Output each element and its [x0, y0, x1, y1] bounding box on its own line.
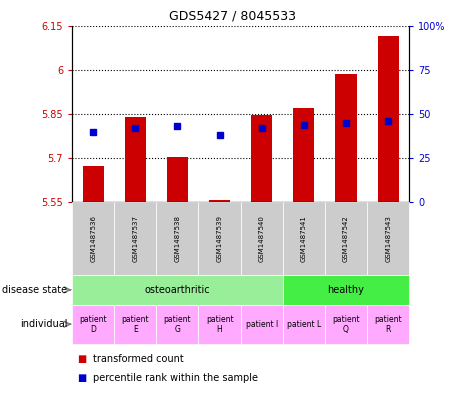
Bar: [293, 108, 314, 202]
Text: percentile rank within the sample: percentile rank within the sample: [93, 373, 258, 383]
Text: healthy: healthy: [327, 285, 365, 295]
Text: osteoarthritic: osteoarthritic: [145, 285, 210, 295]
Bar: [367, 202, 409, 275]
Bar: [367, 305, 409, 344]
Bar: [167, 157, 188, 202]
Text: GDS5427 / 8045533: GDS5427 / 8045533: [169, 10, 296, 23]
Text: ■: ■: [77, 373, 86, 383]
Bar: [335, 74, 357, 202]
Text: patient
D: patient D: [80, 314, 107, 334]
Text: GSM1487541: GSM1487541: [301, 215, 307, 262]
Bar: [251, 116, 272, 202]
Text: individual: individual: [20, 319, 67, 329]
Bar: [72, 202, 114, 275]
Text: GSM1487537: GSM1487537: [132, 215, 138, 262]
Bar: [72, 275, 283, 305]
Text: GSM1487543: GSM1487543: [385, 215, 391, 262]
Text: patient
Q: patient Q: [332, 314, 360, 334]
Bar: [241, 305, 283, 344]
Text: GSM1487536: GSM1487536: [90, 215, 96, 262]
Text: transformed count: transformed count: [93, 354, 184, 364]
Text: patient
G: patient G: [164, 314, 191, 334]
Text: GSM1487539: GSM1487539: [217, 215, 223, 262]
Bar: [378, 36, 399, 202]
Bar: [114, 305, 156, 344]
Bar: [156, 202, 199, 275]
Text: patient
R: patient R: [374, 314, 402, 334]
Bar: [325, 305, 367, 344]
Bar: [72, 305, 114, 344]
Bar: [125, 117, 146, 202]
Bar: [325, 202, 367, 275]
Bar: [283, 275, 409, 305]
Bar: [83, 165, 104, 202]
Bar: [199, 305, 240, 344]
Text: patient
E: patient E: [121, 314, 149, 334]
Text: GSM1487538: GSM1487538: [174, 215, 180, 262]
Text: patient L: patient L: [287, 320, 321, 329]
Bar: [283, 305, 325, 344]
Bar: [156, 305, 199, 344]
Text: GSM1487542: GSM1487542: [343, 215, 349, 262]
Text: disease state: disease state: [2, 285, 67, 295]
Bar: [283, 202, 325, 275]
Bar: [241, 202, 283, 275]
Bar: [199, 202, 240, 275]
Bar: [114, 202, 156, 275]
Text: ■: ■: [77, 354, 86, 364]
Bar: [209, 200, 230, 202]
Text: patient
H: patient H: [206, 314, 233, 334]
Text: GSM1487540: GSM1487540: [259, 215, 265, 262]
Text: patient I: patient I: [246, 320, 278, 329]
